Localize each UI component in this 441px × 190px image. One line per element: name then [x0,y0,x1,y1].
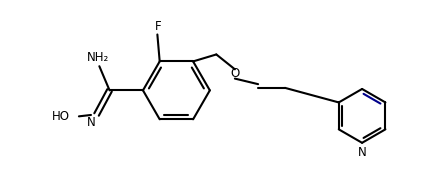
Text: F: F [155,20,161,33]
Text: O: O [231,67,240,80]
Text: N: N [358,146,366,159]
Text: N: N [87,116,96,129]
Text: NH₂: NH₂ [87,51,109,64]
Text: HO: HO [52,110,70,123]
